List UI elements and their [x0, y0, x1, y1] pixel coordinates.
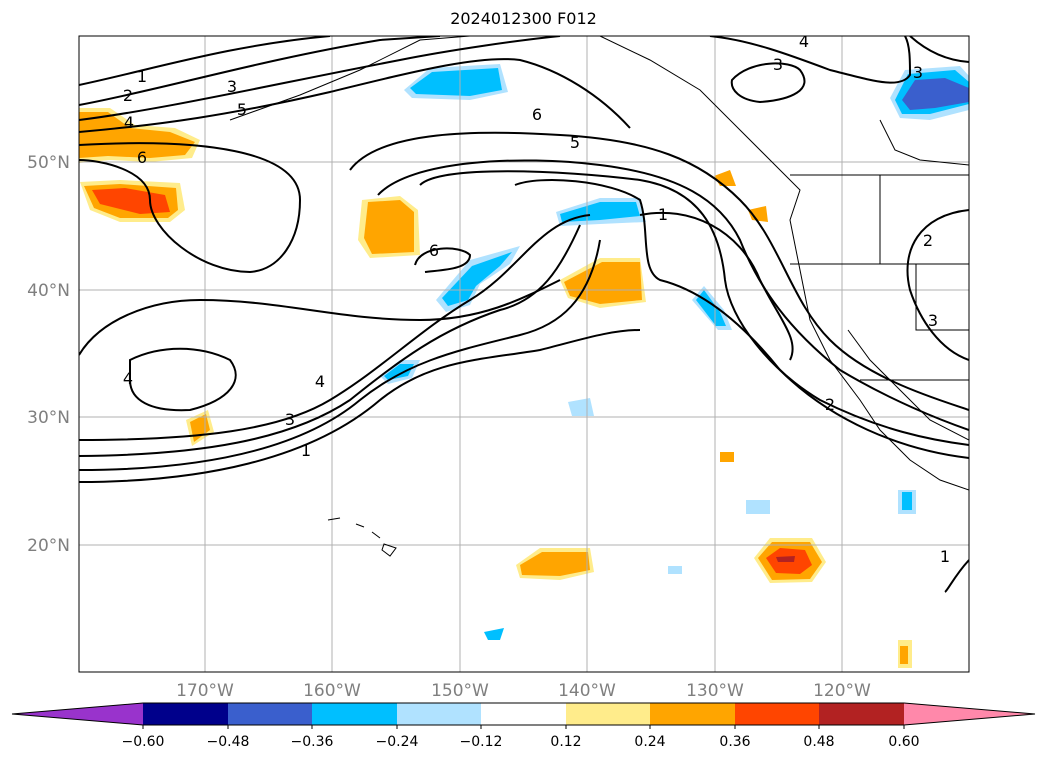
colorbar-bin — [397, 703, 481, 725]
contour-label: 1 — [658, 205, 668, 224]
colorbar-tick: −0.24 — [376, 734, 419, 750]
contour-label: 1 — [137, 67, 147, 86]
contour-label: 4 — [124, 113, 134, 132]
lat-label: 20°N — [27, 536, 70, 556]
colorbar-bin — [143, 703, 228, 725]
contour-label: 4 — [799, 32, 809, 51]
contour-label: 1 — [301, 441, 311, 460]
contour-label: 4 — [123, 369, 133, 388]
colorbar-tick: −0.12 — [460, 734, 503, 750]
contour-label: 2 — [923, 231, 933, 250]
colorbar: −0.60 −0.48 −0.36 −0.24 −0.12 0.12 0.24 … — [11, 702, 1036, 750]
contour-label: 6 — [137, 148, 147, 167]
contour-label: 1 — [940, 547, 950, 566]
contour-label: 2 — [123, 86, 133, 105]
lon-label: 160°W — [303, 681, 361, 701]
colorbar-bin — [566, 703, 650, 725]
lon-label: 140°W — [558, 681, 616, 701]
colorbar-bin — [228, 703, 312, 725]
colorbar-tick: −0.36 — [291, 734, 334, 750]
colorbar-bin — [312, 703, 397, 725]
lon-label: 130°W — [686, 681, 744, 701]
contour-label: 5 — [570, 133, 580, 152]
colorbar-bin — [650, 703, 735, 725]
colorbar-tick: 0.24 — [634, 734, 665, 750]
contour-label: 3 — [285, 410, 295, 429]
colorbar-bin — [481, 703, 566, 725]
contour-lines — [79, 36, 969, 593]
contour-label: 6 — [532, 105, 542, 124]
contour-label: 3 — [928, 311, 938, 330]
contour-label: 5 — [237, 100, 247, 119]
colorbar-tick: −0.60 — [122, 734, 165, 750]
colorbar-extend-max — [904, 703, 1035, 725]
colorbar-tick: 0.60 — [888, 734, 919, 750]
contour-label: 3 — [773, 55, 783, 74]
lat-label: 30°N — [27, 408, 70, 428]
lat-label: 50°N — [27, 153, 70, 173]
anomaly-shading — [79, 64, 969, 668]
colorbar-bin — [735, 703, 819, 725]
colorbar-tick: −0.48 — [207, 734, 250, 750]
contour-label: 3 — [227, 77, 237, 96]
lon-label: 120°W — [813, 681, 871, 701]
contour-label-group: 1 2 3 4 5 6 3 4 5 6 1 2 3 4 4 3 1 6 2 3 … — [123, 32, 950, 566]
colorbar-tick: 0.12 — [550, 734, 581, 750]
coastlines — [229, 36, 969, 557]
colorbar-extend-min — [12, 703, 143, 725]
graticule — [79, 36, 969, 672]
colorbar-tick: 0.48 — [803, 734, 834, 750]
lon-label: 170°W — [176, 681, 234, 701]
contour-label: 6 — [429, 241, 439, 260]
lon-label: 150°W — [431, 681, 489, 701]
map-title: 2024012300 F012 — [450, 9, 597, 28]
contour-label: 4 — [315, 372, 325, 391]
contour-label: 2 — [825, 395, 835, 414]
map-area: 1 2 3 4 5 6 3 4 5 6 1 2 3 4 4 3 1 6 2 3 … — [79, 32, 969, 672]
contour-label: 3 — [913, 63, 923, 82]
colorbar-bin — [819, 703, 904, 725]
colorbar-tick: 0.36 — [719, 734, 750, 750]
lat-label: 40°N — [27, 281, 70, 301]
map-frame — [78, 35, 970, 673]
